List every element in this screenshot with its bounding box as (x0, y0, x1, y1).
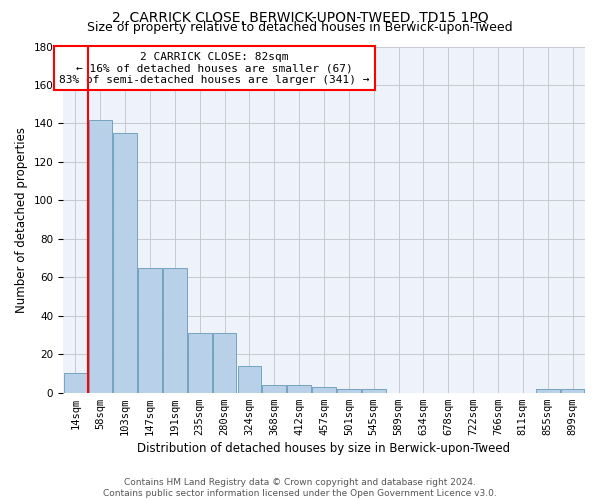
Y-axis label: Number of detached properties: Number of detached properties (15, 126, 28, 312)
Text: 2, CARRICK CLOSE, BERWICK-UPON-TWEED, TD15 1PQ: 2, CARRICK CLOSE, BERWICK-UPON-TWEED, TD… (112, 11, 488, 25)
Bar (138, 268, 162, 392)
Bar (238, 366, 261, 392)
Text: Size of property relative to detached houses in Berwick-upon-Tweed: Size of property relative to detached ho… (87, 22, 513, 35)
Bar (536, 389, 560, 392)
Text: 2 CARRICK CLOSE: 82sqm
← 16% of detached houses are smaller (67)
83% of semi-det: 2 CARRICK CLOSE: 82sqm ← 16% of detached… (59, 52, 370, 85)
Bar (89, 120, 112, 392)
Bar (287, 385, 311, 392)
Bar (64, 374, 87, 392)
Bar (262, 385, 286, 392)
Bar (561, 389, 584, 392)
Bar (163, 268, 187, 392)
Bar (312, 387, 336, 392)
Bar (188, 333, 212, 392)
Bar (213, 333, 236, 392)
Bar (362, 389, 386, 392)
Text: Contains HM Land Registry data © Crown copyright and database right 2024.
Contai: Contains HM Land Registry data © Crown c… (103, 478, 497, 498)
Bar (113, 133, 137, 392)
X-axis label: Distribution of detached houses by size in Berwick-upon-Tweed: Distribution of detached houses by size … (137, 442, 511, 455)
Bar (337, 389, 361, 392)
